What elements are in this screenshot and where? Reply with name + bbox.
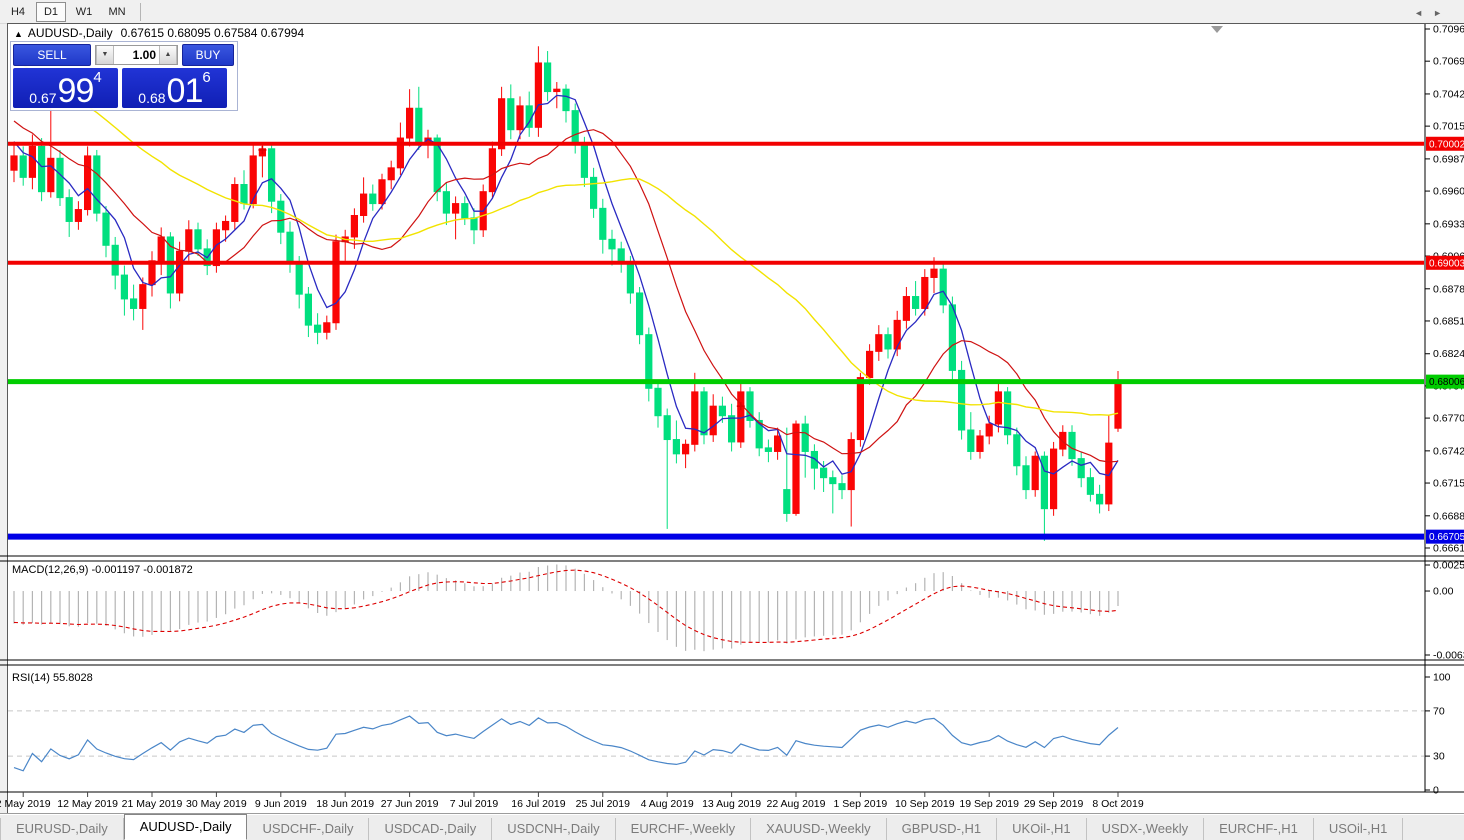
collapse-arrow-icon[interactable]: ▲ <box>14 29 23 39</box>
tab-scroll-left-icon[interactable]: ◄ <box>1414 8 1434 18</box>
buy-price-prefix: 0.68 <box>138 90 166 106</box>
timeframe-button-w1[interactable]: W1 <box>69 1 99 22</box>
sell-button[interactable]: SELL <box>13 44 91 66</box>
timeframe-button-mn[interactable]: MN <box>102 1 132 22</box>
buy-price-big: 01 <box>166 72 204 110</box>
timeframe-button-d1[interactable]: D1 <box>36 1 66 22</box>
timeframe-button-h4[interactable]: H4 <box>3 1 33 22</box>
chart-tab-audusd-daily[interactable]: AUDUSD-,Daily <box>123 814 248 840</box>
one-click-trade-panel: SELL ▼ 1.00 ▲ BUY 0.67 99 4 0.68 01 6 <box>10 41 238 111</box>
tab-scroll-arrows[interactable]: ◄► <box>1414 8 1452 18</box>
volume-input[interactable]: 1.00 <box>132 48 156 62</box>
chart-tab-xauusd-weekly[interactable]: XAUUSD-,Weekly <box>751 818 887 840</box>
chart-tab-usdcnh-daily[interactable]: USDCNH-,Daily <box>492 818 616 840</box>
chart-tab-usoil-h1[interactable]: USOil-,H1 <box>1314 818 1404 840</box>
chart-tab-ukoil-h1[interactable]: UKOil-,H1 <box>997 818 1087 840</box>
sell-price-sup: 4 <box>93 69 102 86</box>
chart-tab-eurchf-weekly[interactable]: EURCHF-,Weekly <box>616 818 752 840</box>
tab-scroll-right-icon[interactable]: ► <box>1433 8 1452 18</box>
chart-tab-usdcad-daily[interactable]: USDCAD-,Daily <box>369 818 493 840</box>
chart-title: ▲ AUDUSD-,Daily 0.67615 0.68095 0.67584 0.… <box>14 26 304 40</box>
chart-tab-usdx-weekly[interactable]: USDX-,Weekly <box>1087 818 1205 840</box>
buy-button[interactable]: BUY <box>182 44 234 66</box>
chart-tab-eurusd-daily[interactable]: EURUSD-,Daily <box>0 818 124 840</box>
buy-price-sup: 6 <box>202 69 211 86</box>
chart-tab-gbpusd-h1[interactable]: GBPUSD-,H1 <box>887 818 998 840</box>
symbol-tab-bar: EURUSD-,Daily AUDUSD-,Daily USDCHF-,Daily U… <box>0 813 1464 840</box>
chart-window[interactable] <box>7 23 1464 814</box>
sell-price-prefix: 0.67 <box>29 90 57 106</box>
toolbar-separator <box>140 2 141 21</box>
sell-price-big: 99 <box>57 72 95 110</box>
volume-stepper: ▼ 1.00 ▲ <box>95 45 178 65</box>
chart-tab-usdchf-daily[interactable]: USDCHF-,Daily <box>247 818 370 840</box>
sell-price-panel[interactable]: 0.67 99 4 <box>13 68 118 108</box>
chart-ohlc-values: 0.67615 0.68095 0.67584 0.67994 <box>120 26 305 40</box>
buy-price-panel[interactable]: 0.68 01 6 <box>122 68 227 108</box>
chart-symbol-label: AUDUSD-,Daily <box>27 26 113 40</box>
chart-tab-eurchf-h1[interactable]: EURCHF-,H1 <box>1204 818 1314 840</box>
volume-increase-button[interactable]: ▲ <box>159 46 177 64</box>
timeframe-toolbar: H4 D1 W1 MN <box>0 0 1464 24</box>
volume-decrease-button[interactable]: ▼ <box>96 46 114 64</box>
